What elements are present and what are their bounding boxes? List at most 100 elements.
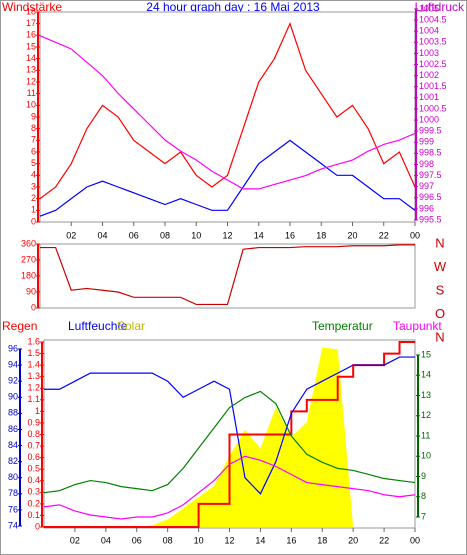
y-tick-label: 3	[31, 181, 36, 191]
y-tick-label: 2	[31, 193, 36, 203]
series-line	[40, 244, 415, 306]
series-line	[39, 139, 416, 217]
x-tick-label: 16	[286, 535, 296, 545]
series-line	[39, 35, 416, 190]
y-tick-label: 11	[421, 430, 430, 440]
y-tick-label: 0.2	[27, 498, 40, 508]
y-tick-label: 1	[35, 406, 40, 416]
y-tick-label: 1004.5	[419, 14, 447, 24]
y-tick-label: 92	[8, 376, 18, 386]
y-tick-label: 995.5	[419, 214, 442, 224]
y-tick-label: 18	[26, 6, 36, 16]
y-tick-label: 0.5	[27, 464, 40, 474]
y-tick-label: 15	[26, 41, 36, 51]
x-tick-label: 20	[347, 230, 357, 240]
y-tick-label: 0.4	[27, 475, 40, 485]
x-tick-label: 04	[97, 230, 107, 240]
x-tick-label: 06	[132, 535, 142, 545]
y-tick-label: 76	[8, 504, 18, 514]
y-tick-label: 1001	[419, 92, 439, 102]
y-tick-label: 4	[31, 170, 36, 180]
y-tick-label: 360	[21, 238, 36, 248]
y-tick-label: 14	[421, 370, 431, 380]
y-tick-label: S	[436, 282, 445, 297]
x-tick-label: 18	[316, 230, 326, 240]
y-tick-label: 0.7	[27, 440, 40, 450]
series-line	[43, 455, 416, 520]
x-tick-label: 20	[348, 535, 358, 545]
y-tick-label: 1.2	[27, 383, 40, 393]
y-tick-label: 999	[419, 137, 434, 147]
y-tick-label: 12	[26, 76, 36, 86]
y-tick-label: 998	[419, 159, 434, 169]
y-tick-label: 88	[8, 408, 18, 418]
y-tick-label: 8	[421, 491, 426, 501]
solar-area	[44, 347, 415, 527]
legend-entry: Luftfeuchte	[68, 319, 128, 333]
pressure-label: Luftdruck	[415, 0, 465, 14]
y-tick-label: 90	[8, 392, 18, 402]
y-tick-label: 270	[21, 254, 36, 264]
y-tick-label: 0	[31, 302, 36, 312]
y-tick-label: 10	[26, 100, 36, 110]
y-tick-label: 0	[35, 521, 40, 531]
y-tick-label: 1.3	[27, 371, 40, 381]
wind-label: Windstärke	[2, 0, 62, 14]
y-tick-label: 78	[8, 488, 18, 498]
x-tick-label: 10	[191, 230, 201, 240]
y-tick-label: 1000.5	[419, 103, 447, 113]
plot-area	[39, 11, 416, 223]
x-tick-label: 22	[379, 230, 389, 240]
series-line	[43, 390, 416, 494]
y-tick-label: 5	[31, 158, 36, 168]
plot-area	[39, 243, 416, 309]
x-tick-label: 12	[224, 535, 234, 545]
series-line	[39, 22, 416, 200]
x-tick-label: 02	[70, 535, 80, 545]
y-tick-label: 996.5	[419, 192, 442, 202]
x-tick-label: 02	[66, 230, 76, 240]
y-tick-label: 90	[26, 286, 36, 296]
y-tick-label: 1003	[419, 48, 439, 58]
y-tick-label: 1.5	[27, 348, 40, 358]
x-tick-label: 06	[129, 230, 139, 240]
y-tick-label: 0.3	[27, 487, 40, 497]
legend-entry: Solar	[117, 319, 145, 333]
y-tick-label: 7	[31, 135, 36, 145]
x-tick-label: 22	[379, 535, 389, 545]
y-tick-label: 0.9	[27, 417, 40, 427]
y-tick-label: 9	[421, 471, 426, 481]
legend-entry: Taupunkt	[393, 319, 442, 333]
legend-entry: Regen	[2, 319, 37, 333]
y-tick-label: 0.8	[27, 429, 40, 439]
y-tick-label: 14	[26, 53, 36, 63]
y-tick-label: N	[435, 329, 444, 344]
y-tick-label: 1002	[419, 70, 439, 80]
y-tick-label: 1002.5	[419, 59, 447, 69]
y-tick-label: 1.4	[27, 360, 40, 370]
y-tick-label: 7	[421, 511, 426, 521]
y-tick-label: 0.6	[27, 452, 40, 462]
y-tick-label: 13	[421, 390, 431, 400]
y-tick-label: 1	[31, 205, 36, 215]
y-tick-label: 96	[8, 343, 18, 353]
y-tick-label: W	[434, 259, 447, 274]
legend-entry: Temperatur	[312, 319, 373, 333]
y-tick-label: 82	[8, 456, 18, 466]
chart-title: 24 hour graph day : 16 Mai 2013	[146, 0, 320, 14]
y-tick-label: 1003.5	[419, 37, 447, 47]
y-tick-label: 1.6	[27, 336, 40, 346]
x-tick-label: 08	[160, 230, 170, 240]
y-tick-label: 999.5	[419, 126, 442, 136]
x-tick-label: 08	[163, 535, 173, 545]
y-tick-label: 17	[26, 18, 36, 28]
y-tick-label: 0	[31, 216, 36, 226]
y-tick-label: 15	[421, 349, 431, 359]
x-tick-label: 18	[317, 535, 327, 545]
y-tick-label: 997.5	[419, 170, 442, 180]
x-tick-label: 14	[254, 230, 264, 240]
y-tick-label: O	[435, 306, 445, 321]
y-tick-label: 8	[31, 123, 36, 133]
y-tick-label: 94	[8, 359, 18, 369]
